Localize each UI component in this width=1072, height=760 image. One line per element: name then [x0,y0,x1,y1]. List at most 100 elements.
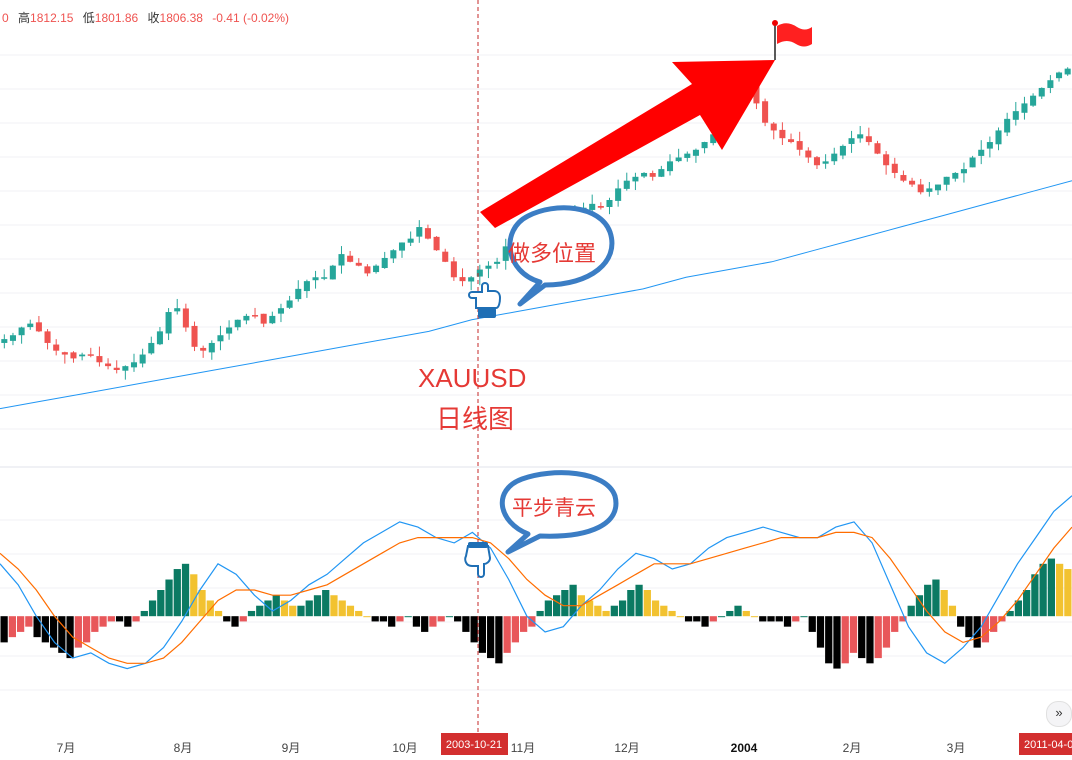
histogram-bar [478,616,487,653]
right-date-label: 2011-04-0 [1024,739,1072,751]
histogram-bar [552,595,561,617]
histogram-bar [289,605,297,617]
crosshair-date-tag: 2003-10-21 [441,733,508,755]
candle-body [243,315,250,321]
candle-body [122,366,129,371]
pointing-hand-icon [468,282,502,318]
histogram-bar [181,563,190,617]
histogram-bar [503,616,511,653]
histogram-bar [924,584,932,617]
candle-body [139,354,146,364]
candle-body [105,363,112,367]
candle-body [200,347,207,351]
histogram-bar [173,569,181,617]
candle-body [398,242,406,251]
candle-body [364,266,371,274]
histogram-bar [445,616,454,618]
scroll-to-realtime-button[interactable]: » [1046,701,1072,727]
candle-body [943,176,950,185]
histogram-bar [157,590,165,617]
histogram-bar [264,600,272,617]
histogram-bar [684,616,693,622]
candle-body [381,257,388,268]
histogram-bar [759,616,767,622]
histogram-bar [412,616,421,627]
ohlc-high-label: 高 [18,11,31,25]
histogram-bar [421,616,429,632]
ohlc-high-value: 1812.15 [30,11,74,25]
histogram-bar [668,610,676,617]
candle-body [813,157,820,166]
histogram-bar [866,616,874,664]
candle-body [191,325,198,347]
ohlc-low-value: 1801.86 [94,11,139,25]
candle-body [79,354,86,357]
candle-body [848,138,855,144]
histogram-bar [462,616,470,632]
ohlc-change: -0.41 (-0.02%) [212,11,289,25]
ohlc-bar: 0 高1812.15 低1801.86 收1806.38 -0.41 (-0.0… [2,9,289,26]
candle-body [44,331,51,343]
histogram-bar [726,610,734,617]
candle-body [969,157,976,168]
histogram-bar [816,616,825,648]
candle-body [277,308,284,314]
histogram-bar [371,616,379,622]
candle-body [226,327,233,334]
histogram-bar [0,616,8,643]
histogram-bar [1047,558,1056,617]
candle-body [615,188,622,201]
histogram-bar [585,600,594,617]
histogram-bar [874,616,882,659]
histogram-bar [618,600,627,617]
crosshair-date-label: 2003-10-21 [446,739,502,751]
histogram-bar [355,610,363,617]
histogram-bar [1056,563,1064,617]
candle-body [891,163,898,173]
histogram-bar [363,616,371,618]
candle-body [649,173,656,177]
histogram-bar [610,605,618,617]
histogram-bar [223,616,231,622]
histogram-bar [487,616,495,659]
chevrons-right-icon: » [1055,705,1063,720]
candle-body [208,342,215,353]
candle-body [260,313,267,324]
histogram-bar [825,616,833,664]
histogram-bar [899,616,907,622]
histogram-bar [775,616,783,622]
candle-body [779,129,786,139]
candle-body [303,281,310,292]
candle-body [874,143,881,154]
candle-body [433,236,440,251]
candle-body [96,356,103,363]
candle-body [61,352,68,355]
histogram-bar [388,616,396,627]
histogram-bar [437,616,445,622]
candle-body [753,85,760,104]
candle-body [857,134,864,139]
histogram-bar [907,605,915,617]
candle-body [1047,80,1054,88]
x-tick-label: 7月 [57,741,76,755]
histogram-bar [742,610,750,617]
candle-body [407,238,414,243]
histogram-bar [511,616,520,643]
candle-body [35,322,42,332]
candle-body [883,154,890,166]
histogram-bar [115,616,124,622]
trend-arrow [480,60,775,228]
timeframe-label: 日线图 [436,404,514,434]
candle-body [87,354,94,356]
histogram-bar [256,605,264,617]
candle-body [822,161,829,164]
candle-body [788,139,795,143]
histogram-bar [528,616,536,627]
candle-body [476,269,483,277]
histogram-bar [8,616,16,638]
x-tick-label: 2月 [843,741,862,755]
histogram-bar [379,616,388,622]
histogram-bar [990,616,998,632]
histogram-bar [495,616,503,664]
candle-body [442,251,449,262]
